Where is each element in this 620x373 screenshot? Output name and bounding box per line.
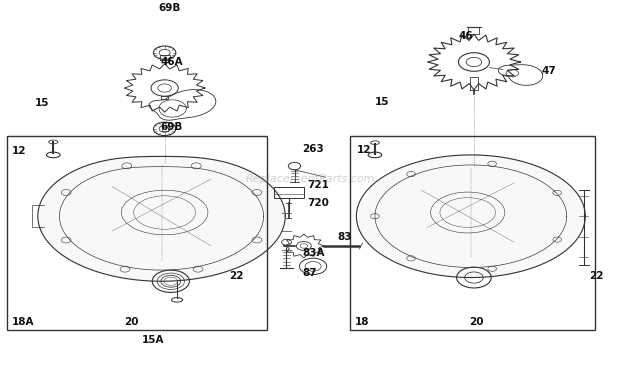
Text: 15A: 15A (142, 335, 164, 345)
Bar (350, 137, 595, 330)
Text: 263: 263 (303, 144, 324, 154)
Text: 87: 87 (303, 268, 317, 278)
Text: 83A: 83A (303, 248, 325, 258)
Text: 69B: 69B (161, 122, 183, 132)
Text: 15: 15 (375, 97, 389, 107)
Text: 20: 20 (469, 317, 484, 327)
Text: 46A: 46A (161, 57, 183, 67)
Text: 18A: 18A (12, 317, 34, 327)
Text: 18: 18 (355, 317, 369, 327)
Text: ReplacementParts.com: ReplacementParts.com (246, 174, 374, 184)
Text: 22: 22 (590, 271, 604, 281)
Bar (7, 137, 267, 330)
Text: 20: 20 (125, 317, 139, 327)
Text: 46: 46 (458, 31, 473, 41)
Text: 720: 720 (307, 198, 329, 208)
Text: 69B: 69B (159, 3, 181, 13)
Polygon shape (356, 155, 585, 278)
Polygon shape (38, 156, 285, 281)
Text: 22: 22 (229, 271, 244, 281)
Text: 15: 15 (35, 98, 49, 108)
Bar (273, 187, 304, 198)
Text: 12: 12 (356, 145, 371, 155)
Text: 83: 83 (338, 232, 352, 242)
Text: 47: 47 (542, 66, 557, 76)
Text: 12: 12 (12, 146, 26, 156)
Text: 721: 721 (307, 180, 329, 189)
